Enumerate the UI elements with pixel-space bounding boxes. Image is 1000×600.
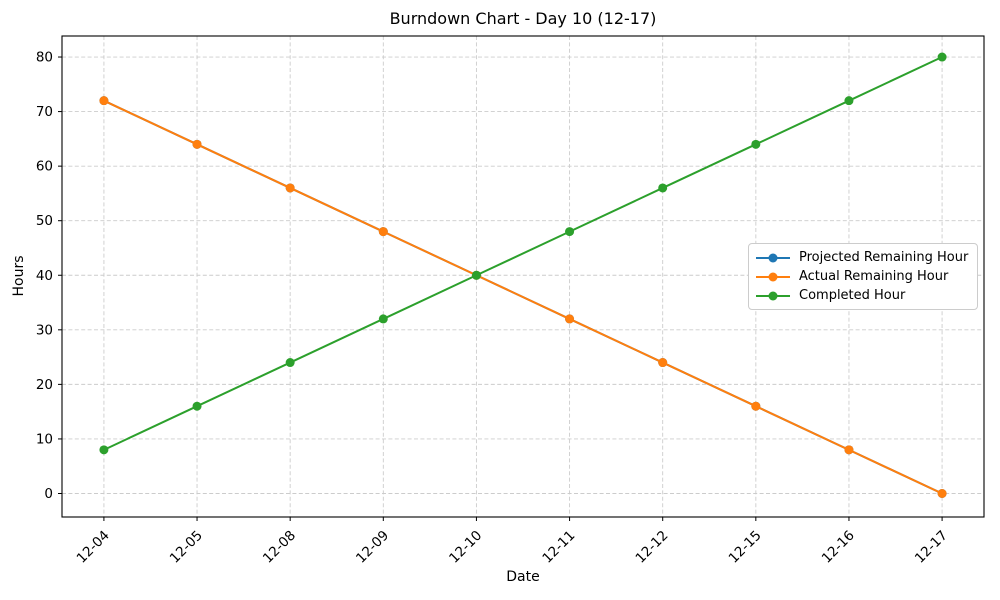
plot-border: [61, 35, 985, 518]
y-tick-label: 0: [44, 486, 53, 502]
legend-item-completed-hour: Completed Hour: [755, 287, 968, 304]
data-point-completed-hour: [99, 445, 109, 455]
legend-label: Completed Hour: [799, 288, 906, 303]
x-tick-label: 12-10: [446, 528, 485, 567]
data-point-actual-remaining-hour: [192, 139, 202, 149]
legend-item-projected-remaining-hour: Projected Remaining Hour: [755, 249, 968, 266]
x-axis-label: Date: [506, 569, 540, 585]
y-tick-label: 80: [36, 50, 53, 66]
data-point-completed-hour: [937, 52, 947, 62]
data-point-actual-remaining-hour: [99, 96, 109, 106]
y-tick-label: 20: [36, 377, 53, 393]
x-tick-label: 12-04: [74, 528, 113, 567]
data-point-completed-hour: [844, 96, 854, 106]
data-point-actual-remaining-hour: [658, 358, 668, 368]
x-tick-label: 12-08: [260, 528, 299, 567]
y-tick-label: 60: [36, 159, 53, 175]
data-point-actual-remaining-hour: [751, 401, 761, 411]
y-tick-label: 30: [36, 322, 53, 338]
data-point-actual-remaining-hour: [844, 445, 854, 455]
series-line-completed-hour: [103, 56, 943, 451]
y-tick-label: 10: [36, 431, 53, 447]
x-tick-label: 12-15: [726, 528, 765, 567]
y-tick-label: 50: [36, 213, 53, 229]
legend-label: Projected Remaining Hour: [799, 250, 969, 265]
data-point-completed-hour: [658, 183, 668, 193]
y-tick-label: 40: [36, 268, 53, 284]
series-line-actual-remaining-hour: [103, 99, 943, 495]
x-tick-label: 12-12: [632, 528, 671, 567]
data-point-actual-remaining-hour: [378, 227, 388, 237]
legend: Projected Remaining Hour Actual Remaining…: [748, 243, 979, 310]
x-tick-label: 12-17: [912, 528, 951, 567]
x-tick-label: 12-09: [353, 528, 392, 567]
data-point-completed-hour: [378, 314, 388, 324]
y-axis-label: Hours: [11, 255, 27, 297]
data-point-completed-hour: [565, 227, 575, 237]
x-tick-label: 12-16: [819, 528, 858, 567]
data-point-actual-remaining-hour: [937, 489, 947, 498]
data-point-completed-hour: [285, 358, 295, 368]
legend-item-actual-remaining-hour: Actual Remaining Hour: [755, 268, 968, 285]
legend-marker-projected-remaining-hour: [756, 253, 790, 262]
y-tick-label: 70: [36, 104, 53, 120]
data-point-completed-hour: [751, 139, 761, 149]
data-point-completed-hour: [192, 401, 202, 411]
data-point-completed-hour: [471, 270, 481, 280]
data-point-actual-remaining-hour: [285, 183, 295, 193]
legend-marker-completed-hour: [756, 291, 790, 300]
legend-label: Actual Remaining Hour: [799, 269, 949, 284]
chart-title: Burndown Chart - Day 10 (12-17): [389, 9, 657, 28]
data-point-actual-remaining-hour: [565, 314, 575, 324]
x-tick-label: 12-05: [167, 528, 206, 567]
x-tick-label: 12-11: [539, 528, 578, 567]
legend-marker-actual-remaining-hour: [756, 272, 790, 281]
